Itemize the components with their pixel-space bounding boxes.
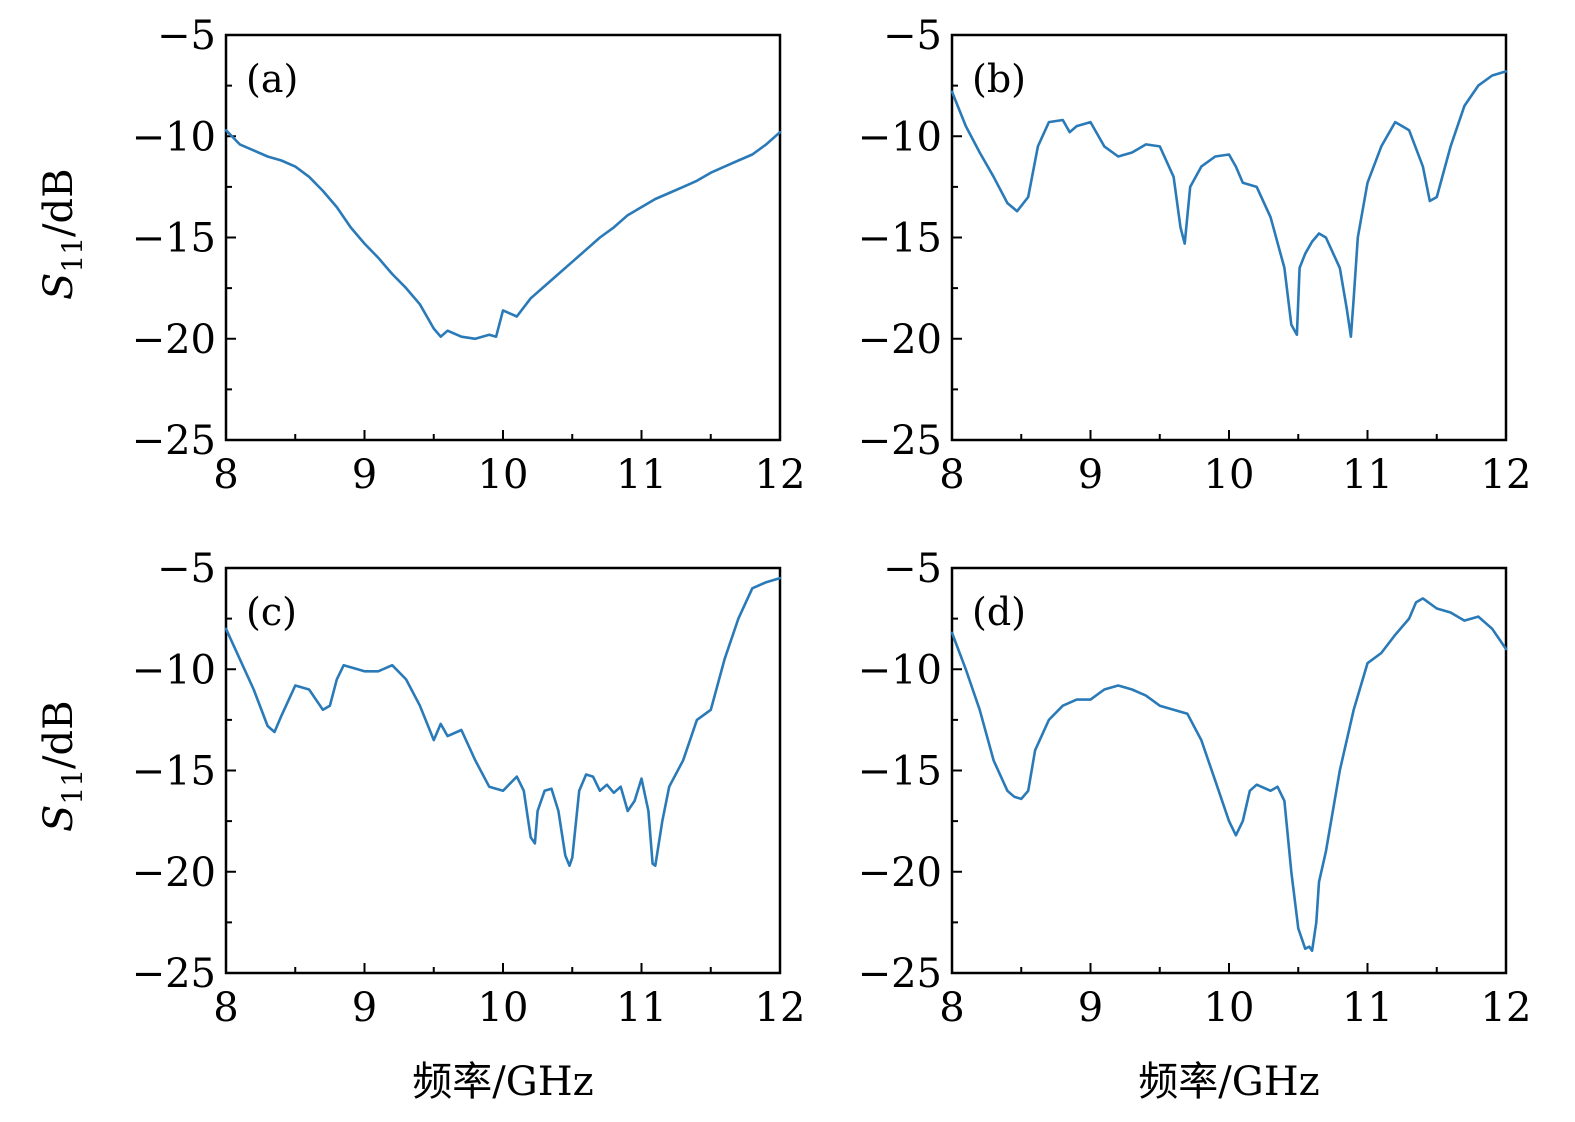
series-line — [950, 70, 1508, 339]
x-tick-label: 10 — [478, 985, 529, 1031]
plot-frame — [224, 33, 782, 442]
x-tick-label: 9 — [1078, 985, 1103, 1031]
y-tick-label: −15 — [132, 216, 216, 262]
series-line — [950, 597, 1508, 953]
x-tick-label: 12 — [1481, 452, 1532, 498]
ylabel-bottom-main: S — [36, 805, 82, 832]
x-tick-label: 8 — [213, 452, 238, 498]
ylabel-top-unit: /dB — [36, 168, 82, 236]
panel-d: 8 9 10 11 12 −5 −10 −15 −20 −25 (d) — [858, 546, 1532, 1031]
panel-a: 8 9 10 11 12 −5 −10 −15 −20 −25 (a) — [132, 13, 806, 498]
x-tick-label: 11 — [616, 452, 667, 498]
y-tick-label: −25 — [858, 418, 942, 464]
ylabel-bottom: S11/dB — [36, 700, 89, 832]
ylabel-bottom-unit: /dB — [36, 700, 82, 768]
series-line — [224, 128, 782, 341]
x-tick-label: 12 — [755, 452, 806, 498]
x-tick-label: 8 — [939, 985, 964, 1031]
y-tick-label: −10 — [132, 114, 216, 160]
x-tick-label: 10 — [1204, 985, 1255, 1031]
panel-c: 8 9 10 11 12 −5 −10 −15 −20 −25 (c) — [132, 546, 806, 1031]
x-tick-label: 8 — [939, 452, 964, 498]
x-tick-label: 9 — [1078, 452, 1103, 498]
x-tick-label: 9 — [352, 452, 377, 498]
y-tick-label: −5 — [157, 546, 216, 592]
y-tick-label: −10 — [858, 647, 942, 693]
y-tick-label: −20 — [132, 850, 216, 896]
panel-label: (d) — [972, 590, 1026, 634]
ylabel-bottom-sub: 11 — [56, 769, 89, 805]
y-tick-label: −10 — [132, 647, 216, 693]
x-tick-label: 12 — [1481, 985, 1532, 1031]
xlabel-right: 频率/GHz — [1138, 1059, 1319, 1105]
x-tick-label: 11 — [1342, 452, 1393, 498]
y-tick-label: −20 — [858, 317, 942, 363]
panel-b: 8 9 10 11 12 −5 −10 −15 −20 −25 (b) — [858, 13, 1532, 498]
panel-label: (c) — [246, 590, 297, 634]
x-tick-label: 9 — [352, 985, 377, 1031]
x-tick-label: 11 — [616, 985, 667, 1031]
x-tick-label: 10 — [1204, 452, 1255, 498]
ylabel-top-sub: 11 — [56, 237, 89, 273]
x-tick-label: 11 — [1342, 985, 1393, 1031]
y-tick-label: −10 — [858, 114, 942, 160]
y-tick-label: −5 — [157, 13, 216, 59]
y-tick-label: −20 — [858, 850, 942, 896]
y-tick-label: −15 — [858, 216, 942, 262]
plot-frame — [950, 33, 1508, 442]
x-tick-label: 8 — [213, 985, 238, 1031]
y-tick-label: −25 — [132, 951, 216, 997]
plot-frame — [950, 566, 1508, 975]
x-tick-label: 12 — [755, 985, 806, 1031]
series-line — [224, 576, 782, 868]
x-tick-label: 10 — [478, 452, 529, 498]
y-tick-label: −25 — [132, 418, 216, 464]
ylabel-top-main: S — [36, 273, 82, 300]
y-tick-label: −15 — [132, 749, 216, 795]
plot-frame — [224, 566, 782, 975]
y-tick-label: −25 — [858, 951, 942, 997]
xlabel-left: 频率/GHz — [412, 1059, 593, 1105]
panel-label: (b) — [972, 57, 1026, 101]
panel-label: (a) — [246, 57, 298, 101]
y-tick-label: −5 — [883, 13, 942, 59]
y-tick-label: −5 — [883, 546, 942, 592]
y-tick-label: −20 — [132, 317, 216, 363]
y-tick-label: −15 — [858, 749, 942, 795]
ylabel-top: S11/dB — [36, 168, 89, 300]
